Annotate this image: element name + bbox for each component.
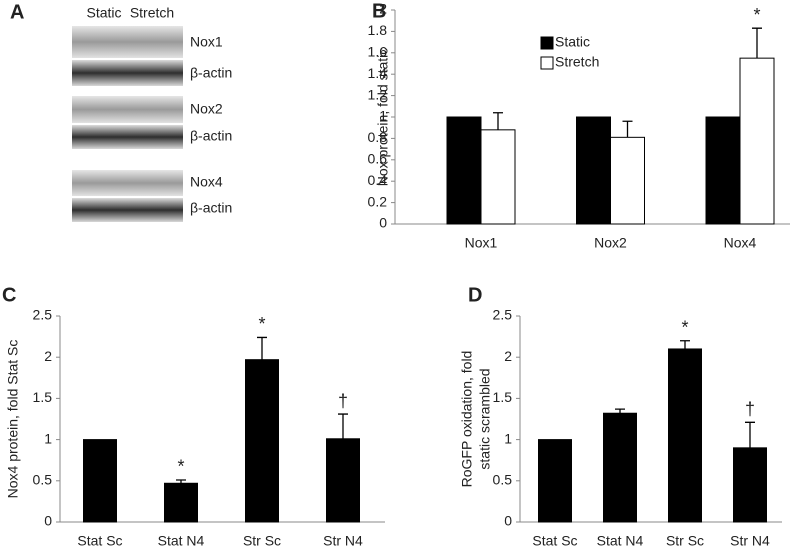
bar bbox=[668, 348, 702, 523]
error-bar bbox=[745, 421, 755, 448]
y-tick-label: 1 bbox=[379, 108, 387, 124]
significance-marker: † bbox=[745, 399, 755, 419]
x-tick-label: Nox4 bbox=[724, 235, 757, 251]
significance-marker: * bbox=[177, 457, 184, 477]
x-tick-label: Str N4 bbox=[730, 533, 770, 549]
error-bar bbox=[680, 340, 690, 349]
row-label: Nox2 bbox=[190, 101, 223, 117]
y-tick-label: 1.5 bbox=[33, 389, 53, 405]
y-tick-label: 2.5 bbox=[493, 307, 513, 323]
x-tick-label: Stat N4 bbox=[158, 533, 205, 549]
panel-label: B bbox=[372, 0, 386, 22]
bar bbox=[610, 136, 645, 225]
x-tick-label: Nox2 bbox=[594, 235, 627, 251]
legend-swatch bbox=[540, 56, 554, 70]
bar bbox=[164, 482, 198, 523]
error-bar bbox=[752, 27, 762, 59]
y-tick-label: 1.5 bbox=[493, 389, 513, 405]
y-tick-label: 1 bbox=[504, 430, 512, 446]
bar bbox=[245, 359, 279, 523]
bar bbox=[576, 116, 611, 225]
row-label: Nox1 bbox=[190, 34, 223, 50]
blot-band bbox=[72, 170, 183, 196]
bar bbox=[83, 439, 117, 523]
bar bbox=[326, 438, 360, 523]
panel-label: A bbox=[10, 1, 24, 23]
blot-panel: A Static Stretch Nox1 β-actin Nox2 β-act… bbox=[10, 1, 232, 222]
row-label: Nox4 bbox=[190, 174, 223, 190]
y-tick-label: 0 bbox=[44, 513, 52, 529]
blot-band bbox=[72, 125, 183, 149]
y-tick-label: 1.2 bbox=[368, 86, 388, 102]
panel-label: D bbox=[468, 284, 482, 306]
y-axis-label: Nox4 protein, fold Stat Sc bbox=[5, 340, 21, 499]
y-axis-label: static scrambled bbox=[477, 368, 493, 469]
y-tick-label: 0.8 bbox=[368, 129, 388, 145]
bar bbox=[538, 439, 572, 523]
blot-band bbox=[72, 26, 183, 58]
column-label: Static bbox=[86, 5, 121, 21]
column-label: Stretch bbox=[130, 5, 174, 21]
row-label: β-actin bbox=[190, 128, 232, 144]
x-tick-label: Stat N4 bbox=[597, 533, 644, 549]
y-tick-label: 0.5 bbox=[33, 472, 53, 488]
significance-marker: * bbox=[258, 314, 265, 334]
error-bar bbox=[257, 336, 267, 360]
y-tick-label: 2 bbox=[379, 1, 387, 17]
legend-label: Static bbox=[555, 34, 590, 50]
x-tick-label: Stat Sc bbox=[532, 533, 577, 549]
bar bbox=[733, 447, 767, 523]
row-label: β-actin bbox=[190, 65, 232, 81]
error-bar bbox=[493, 112, 503, 130]
x-tick-label: Str Sc bbox=[666, 533, 704, 549]
blot-band bbox=[72, 96, 183, 123]
x-tick-label: Str N4 bbox=[323, 533, 363, 549]
blot-band bbox=[72, 60, 183, 86]
significance-marker: * bbox=[681, 317, 688, 337]
y-tick-label: 0.2 bbox=[368, 193, 388, 209]
y-tick-label: 0 bbox=[379, 215, 387, 231]
y-axis-label: Nox protein, fold static bbox=[375, 48, 391, 187]
y-tick-label: 1 bbox=[44, 430, 52, 446]
bar bbox=[739, 57, 775, 225]
y-tick-label: 1.4 bbox=[368, 65, 388, 81]
error-bar bbox=[338, 413, 348, 439]
x-tick-label: Nox1 bbox=[465, 235, 498, 251]
bar bbox=[603, 412, 637, 523]
row-label: β-actin bbox=[190, 200, 232, 216]
blot-band bbox=[72, 198, 183, 222]
significance-marker: * bbox=[753, 5, 760, 25]
y-tick-label: 0.4 bbox=[368, 172, 388, 188]
error-bar bbox=[176, 479, 186, 484]
bar bbox=[705, 116, 741, 225]
y-tick-label: 0.5 bbox=[493, 472, 513, 488]
x-tick-label: Stat Sc bbox=[77, 533, 122, 549]
y-tick-label: 0 bbox=[504, 513, 512, 529]
error-bar bbox=[615, 408, 625, 414]
legend-swatch bbox=[540, 36, 554, 50]
legend-label: Stretch bbox=[555, 54, 599, 70]
panel-label: C bbox=[2, 284, 16, 306]
y-tick-label: 1.8 bbox=[368, 22, 388, 38]
error-bar bbox=[622, 120, 633, 138]
bar bbox=[446, 116, 482, 225]
y-axis-label: RoGFP oxidation, fold bbox=[459, 351, 475, 488]
y-tick-label: 0.6 bbox=[368, 151, 388, 167]
bar bbox=[480, 129, 516, 225]
y-tick-label: 2 bbox=[504, 348, 512, 364]
y-tick-label: 2 bbox=[44, 348, 52, 364]
y-tick-label: 1.6 bbox=[368, 44, 388, 60]
x-tick-label: Str Sc bbox=[243, 533, 281, 549]
y-tick-label: 2.5 bbox=[33, 307, 53, 323]
significance-marker: † bbox=[338, 391, 348, 411]
